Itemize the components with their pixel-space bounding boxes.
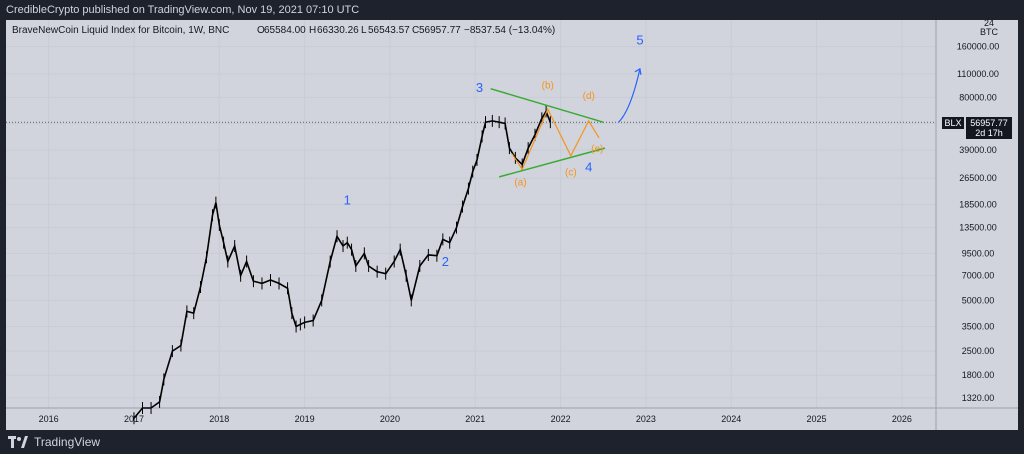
ohlc-close-label: C bbox=[412, 25, 419, 36]
chart-area[interactable]: BraveNewCoin Liquid Index for Bitcoin, 1… bbox=[6, 18, 1018, 430]
y-tick-label: 1800.00 bbox=[962, 370, 995, 380]
footer: TradingView bbox=[0, 430, 1024, 454]
x-tick-label: 2016 bbox=[39, 414, 59, 424]
triangle-trendline bbox=[498, 147, 606, 178]
badge-price: 56957.77 bbox=[970, 118, 1008, 128]
wave-label: (c) bbox=[565, 168, 577, 179]
current-price-badge: BLX 56957.77 2d 17h bbox=[942, 117, 1012, 139]
wave-label: 1 bbox=[344, 193, 351, 208]
wave-label: 4 bbox=[585, 160, 592, 175]
y-tick-label: 110000.00 bbox=[957, 69, 999, 79]
triangle-trendline bbox=[490, 87, 604, 123]
axis-unit-top: 24 bbox=[984, 20, 994, 28]
y-tick-label: 80000.00 bbox=[959, 92, 997, 102]
price-series-line bbox=[133, 109, 552, 419]
x-tick-label: 2026 bbox=[892, 414, 912, 424]
arrow-head-icon bbox=[634, 67, 642, 75]
price-chart[interactable]: BraveNewCoin Liquid Index for Bitcoin, 1… bbox=[6, 18, 1018, 430]
wave-label: (a) bbox=[514, 178, 526, 189]
brand-name: TradingView bbox=[34, 435, 101, 449]
x-tick-label: 2025 bbox=[807, 414, 827, 424]
ohlc-low-label: L bbox=[361, 25, 367, 36]
tradingview-logo-icon bbox=[8, 436, 28, 448]
y-tick-label: 9500.00 bbox=[962, 248, 995, 258]
y-tick-label: 7000.00 bbox=[962, 271, 995, 281]
y-tick-label: 160000.00 bbox=[957, 42, 1000, 52]
publish-header: CredibleCrypto published on TradingView.… bbox=[0, 0, 1024, 20]
y-tick-label: 3500.00 bbox=[962, 321, 995, 331]
ohlc-low-value: 56543.57 bbox=[368, 25, 410, 36]
x-tick-label: 2020 bbox=[380, 414, 400, 424]
tradingview-logo[interactable]: TradingView bbox=[8, 430, 100, 454]
wave-label: (d) bbox=[583, 91, 595, 102]
ohlc-values: O 65584.00 H 66330.26 L 56543.57 C 56957… bbox=[257, 25, 555, 36]
x-tick-label: 2023 bbox=[636, 414, 656, 424]
y-tick-label: 2500.00 bbox=[962, 346, 995, 356]
wave-label: (e) bbox=[591, 144, 603, 155]
wave-label: (b) bbox=[542, 81, 554, 92]
ohlc-open-value: 65584.00 bbox=[264, 25, 306, 36]
ohlc-high-value: 66330.26 bbox=[317, 25, 359, 36]
price-axis-unit: 24 BTC bbox=[980, 18, 999, 37]
y-tick-label: 13500.00 bbox=[959, 223, 997, 233]
ohlc-change-value: −8537.54 (−13.04%) bbox=[464, 25, 555, 36]
grid bbox=[6, 20, 936, 408]
y-tick-label: 1320.00 bbox=[962, 393, 995, 403]
y-tick-label: 5000.00 bbox=[962, 295, 995, 305]
projected-wave-path bbox=[511, 107, 600, 171]
instrument-title: BraveNewCoin Liquid Index for Bitcoin, 1… bbox=[12, 25, 229, 36]
wave-5-projection-line bbox=[618, 68, 641, 123]
y-tick-label: 18500.00 bbox=[959, 200, 997, 210]
x-tick-label: 2018 bbox=[209, 414, 229, 424]
x-tick-label: 2024 bbox=[721, 414, 741, 424]
wave-label: 2 bbox=[442, 254, 449, 269]
x-tick-label: 2022 bbox=[551, 414, 571, 424]
wave-label: 3 bbox=[476, 80, 483, 95]
wave-label: 5 bbox=[636, 32, 643, 47]
badge-symbol-bg bbox=[942, 117, 964, 129]
published-text: CredibleCrypto published on TradingView.… bbox=[6, 4, 360, 16]
axis-unit-bottom: BTC bbox=[980, 27, 999, 37]
ohlc-high-label: H bbox=[309, 25, 316, 36]
x-tick-label: 2019 bbox=[295, 414, 315, 424]
y-tick-label: 26500.00 bbox=[959, 173, 997, 183]
ohlc-close-value: 56957.77 bbox=[419, 25, 461, 36]
ohlc-open-label: O bbox=[257, 25, 265, 36]
badge-price-bg bbox=[966, 117, 1012, 139]
badge-symbol: BLX bbox=[944, 118, 961, 128]
badge-countdown: 2d 17h bbox=[975, 128, 1003, 138]
x-tick-label: 2021 bbox=[465, 414, 485, 424]
y-tick-label: 39000.00 bbox=[959, 145, 997, 155]
